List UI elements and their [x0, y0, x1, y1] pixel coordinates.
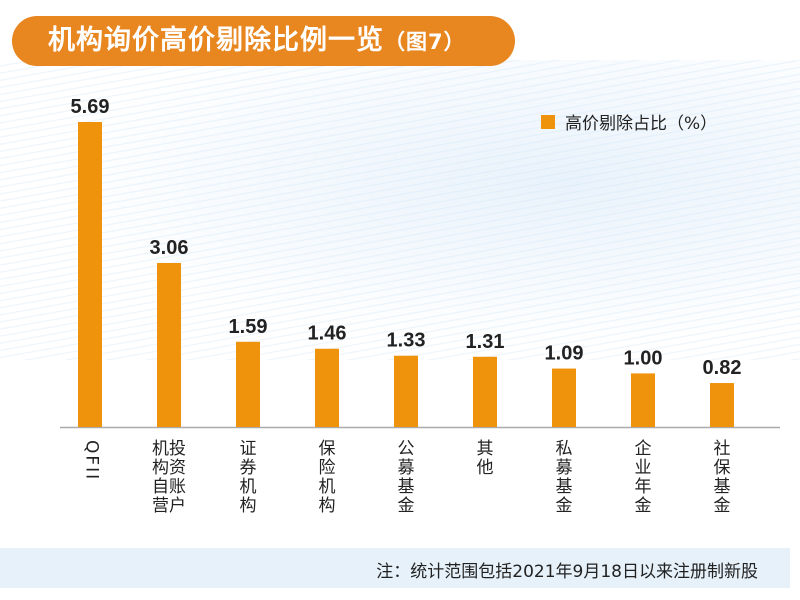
data-label: 5.69 [71, 96, 110, 118]
legend: 高价剔除占比（%） [541, 109, 717, 134]
x-tick-label: 机投 构资 自账 营户 [152, 439, 186, 516]
data-label: 0.82 [703, 357, 742, 379]
bar [631, 373, 655, 427]
title-main: 机构询价高价剔除比例一览 [48, 25, 384, 56]
title-sub: （图7） [384, 30, 466, 54]
bar [473, 356, 497, 427]
bar [710, 383, 734, 427]
x-tick-label: 社 保 基 金 [713, 439, 731, 516]
x-tick-label: 企 业 年 金 [634, 439, 652, 516]
data-label: 1.31 [466, 331, 505, 353]
bar [315, 348, 339, 427]
bar [394, 355, 418, 427]
footer-note-band: 注：统计范围包括2021年9月18日以来注册制新股 [0, 548, 790, 588]
data-label: 1.00 [624, 347, 663, 369]
data-label: 1.33 [387, 330, 426, 352]
background-wave-decoration [0, 60, 800, 360]
chart-title: 机构询价高价剔除比例一览（图7） [12, 16, 515, 66]
legend-label: 高价剔除占比（%） [565, 114, 718, 134]
x-tick-label: 保 险 机 构 [318, 439, 336, 516]
legend-swatch [541, 114, 555, 129]
data-label: 1.59 [229, 316, 268, 338]
bar [236, 341, 260, 427]
data-label: 1.46 [308, 323, 347, 345]
data-label: 1.09 [545, 343, 584, 365]
bar [157, 262, 181, 427]
x-tick-label: 私 募 基 金 [555, 439, 573, 516]
footer-note: 注：统计范围包括2021年9月18日以来注册制新股 [376, 562, 758, 582]
x-tick-label: QFII [81, 440, 102, 482]
data-label: 3.06 [150, 237, 189, 259]
bar [552, 368, 576, 427]
bar [78, 122, 102, 427]
x-tick-label: 公 募 基 金 [397, 439, 415, 516]
x-tick-label: 其 他 [476, 439, 494, 478]
x-tick-label: 证 券 机 构 [239, 439, 257, 516]
